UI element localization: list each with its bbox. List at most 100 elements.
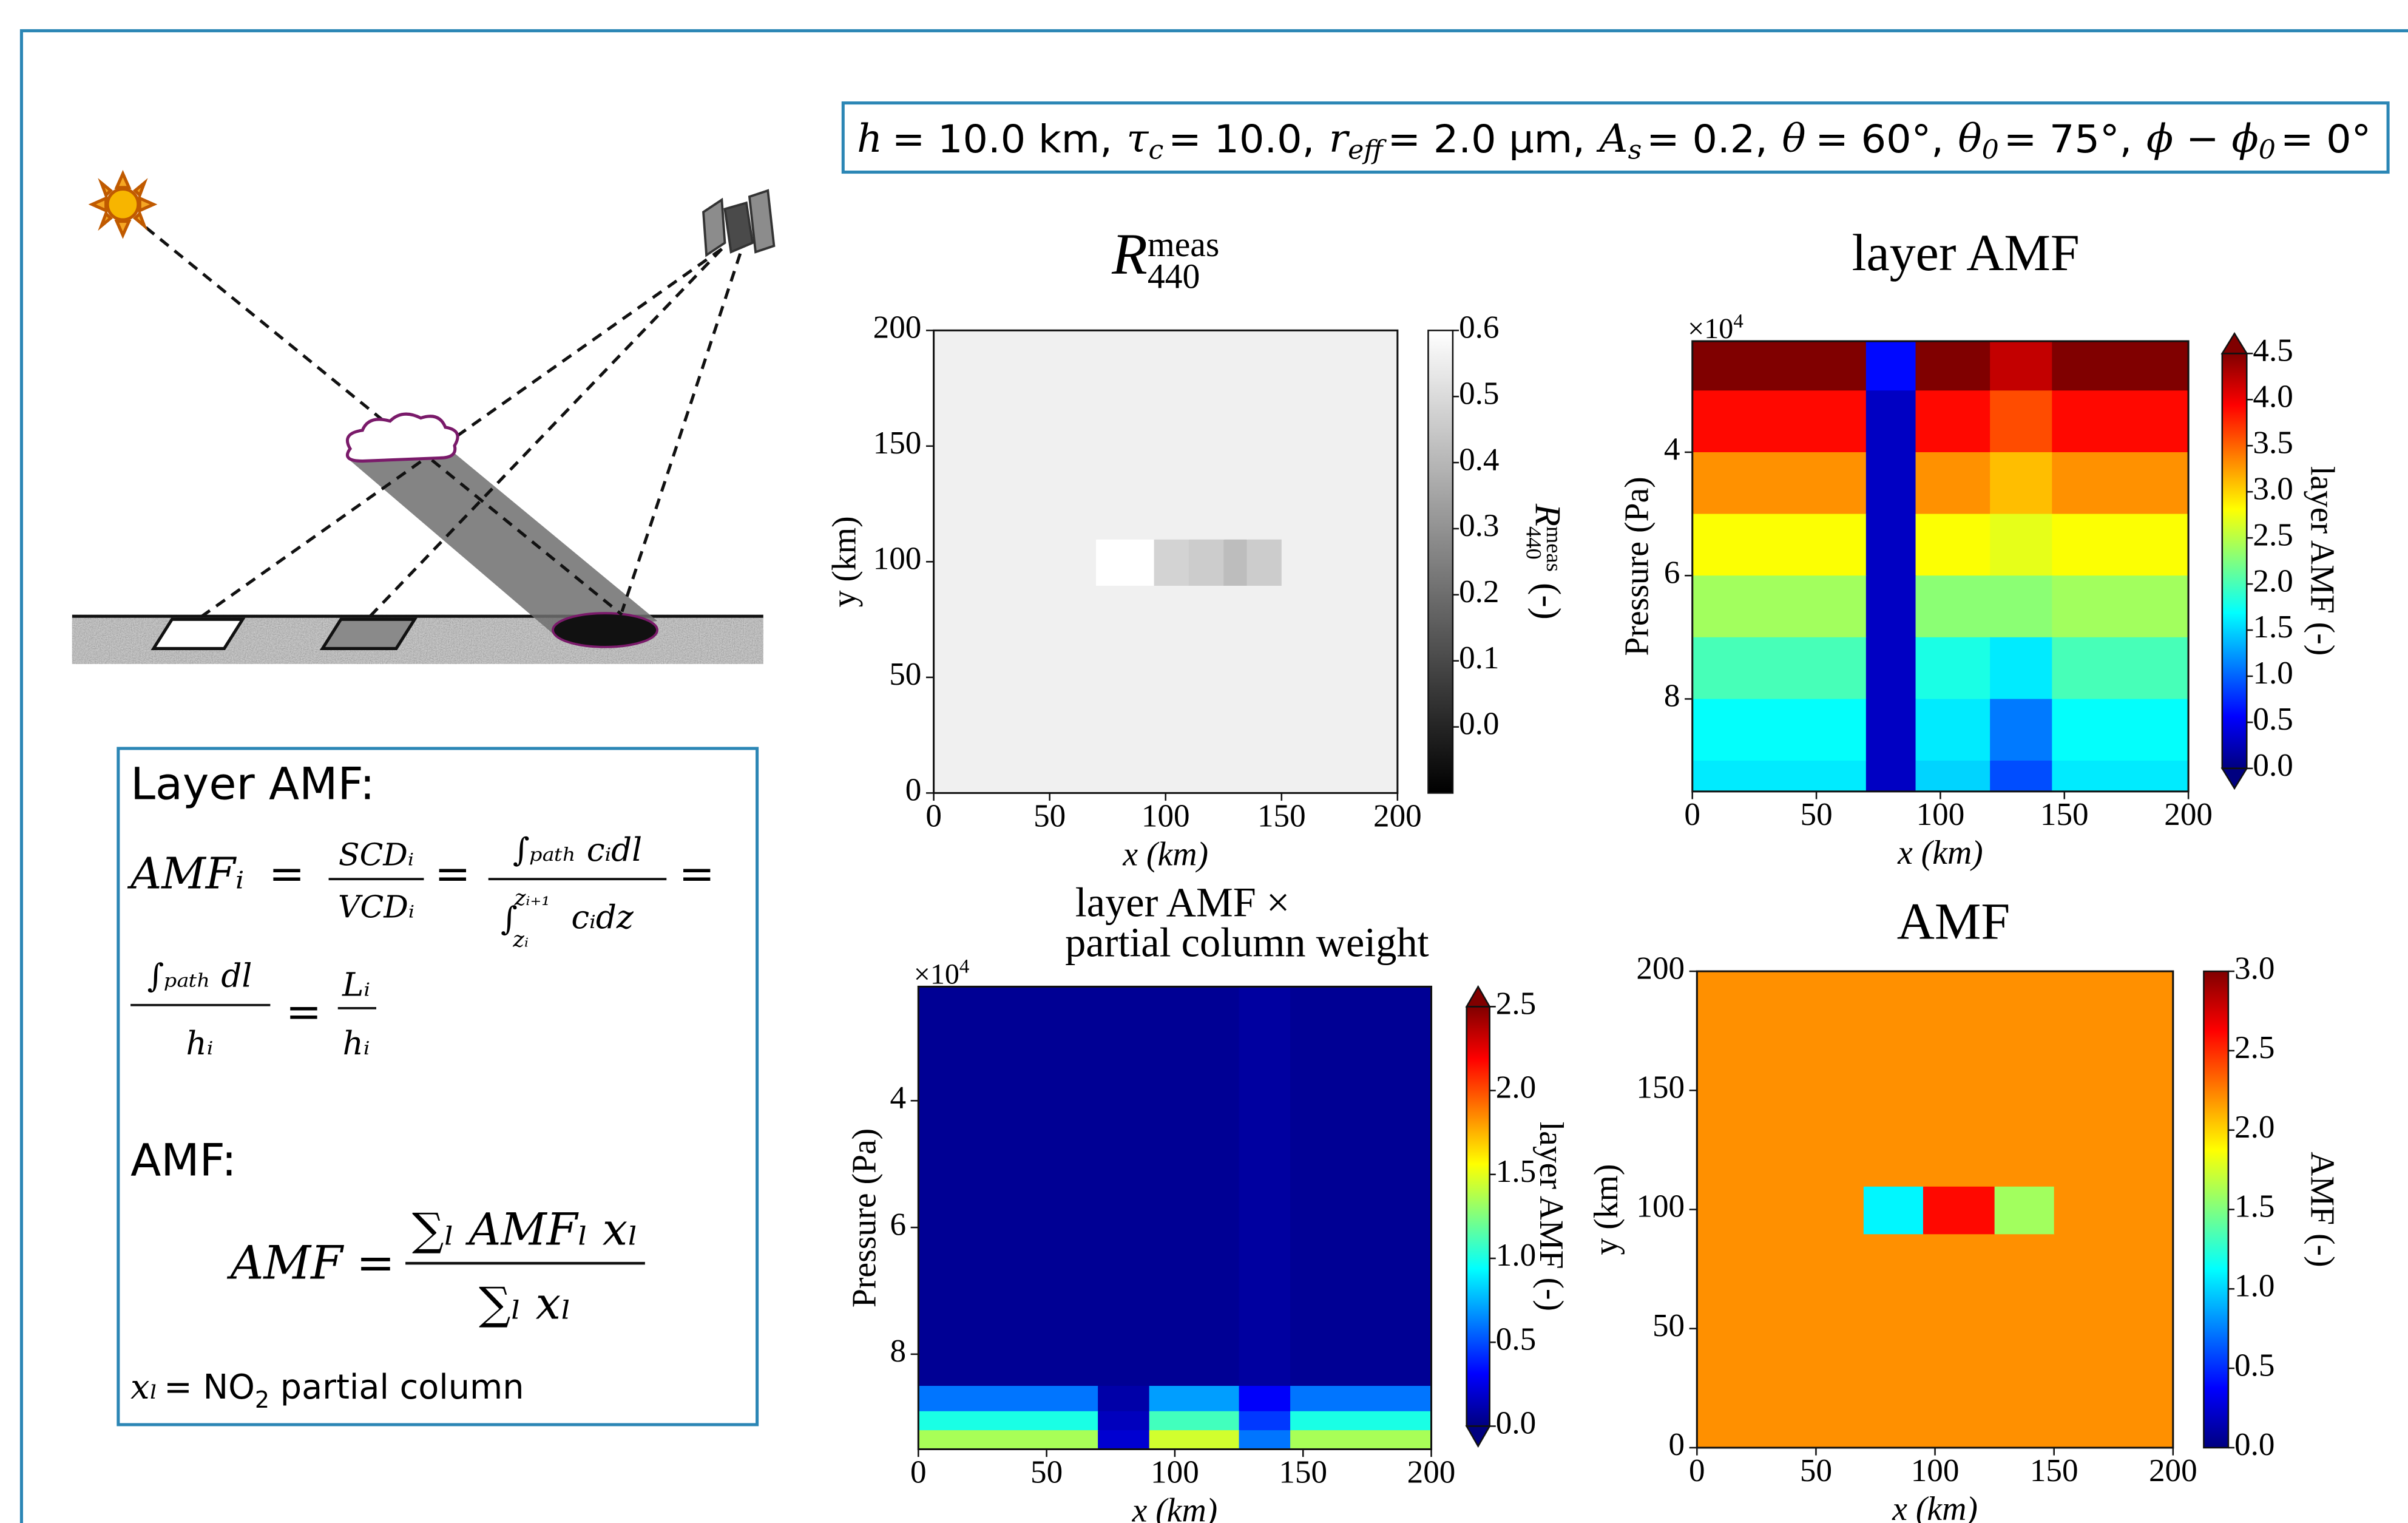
colorbar-tick-label: 1.5 [2234, 1189, 2274, 1224]
rich-sup: meas [1542, 526, 1566, 572]
offset-sup: 4 [959, 956, 969, 978]
formula-text: ∑ₗ AMFₗ xₗ [412, 1204, 638, 1256]
y-tick-label: 150 [1636, 1070, 1685, 1105]
heatmap-cell [1692, 761, 1867, 792]
parameter-value: = 10.0 km, [892, 116, 1112, 161]
heatmap-cell [1990, 575, 2053, 639]
x-tick-label: 50 [1030, 1455, 1063, 1490]
heatmap-cell [1098, 1386, 1151, 1413]
x-tick-label: 200 [1373, 799, 1422, 834]
colorbar-tick-label: 1.0 [1496, 1238, 1536, 1273]
y-tick-label: 150 [873, 426, 922, 461]
colorbar-tick-label: 0.5 [2253, 702, 2293, 737]
colorbar-tick-label: 2.5 [2234, 1030, 2274, 1065]
heatmap-cell [1915, 761, 1991, 792]
heatmap-cell [1923, 971, 1996, 1187]
x-tick-label: 200 [1407, 1455, 1456, 1490]
heatmap-cell [1692, 637, 1867, 700]
heatmap-cell [1223, 538, 1248, 586]
heatmap-cell [1915, 514, 1991, 577]
x-tick-label: 150 [1257, 799, 1306, 834]
heatmap-cell [1281, 585, 1398, 793]
y-tick-label: 0 [1669, 1427, 1685, 1462]
chart-title: layer AMF × [1075, 879, 1290, 925]
heatmap-cell [1154, 585, 1190, 793]
heatmap-cell [918, 1411, 1099, 1431]
parameter-value: = 10.0, [1168, 116, 1314, 161]
y-tick-label: 6 [890, 1207, 906, 1242]
sun-ray-icon [132, 178, 148, 198]
heatmap-cell [2052, 341, 2189, 392]
x-tick-label: 100 [1911, 1453, 1960, 1488]
x-tick-label: 0 [910, 1455, 927, 1490]
heatmap-cell [1915, 341, 1991, 392]
heatmap-cell [1149, 1430, 1240, 1450]
x-tick-label: 50 [1033, 799, 1066, 834]
formula-text: ∫ₚₐₜₕ cᵢdl [513, 831, 642, 869]
heatmap-cell [1697, 1185, 1865, 1235]
colorbar-label: layer AMF (-) [1532, 1122, 1570, 1311]
heatmap-cell [2054, 1185, 2173, 1235]
heatmap-cell [1923, 1185, 1996, 1235]
heatmap-cell [1692, 452, 1867, 515]
heatmap-cell [1863, 1233, 1924, 1448]
x-tick-label: 200 [2149, 1453, 2197, 1488]
heatmap-cell [1865, 637, 1917, 700]
heatmap-cell [1246, 330, 1283, 540]
note-text: partial column [269, 1368, 524, 1407]
y-tick-label: 4 [890, 1080, 906, 1116]
view-ray [620, 253, 742, 612]
formula-text: = [679, 848, 715, 898]
y-axis-label: Pressure (Pa) [846, 1128, 884, 1308]
parameter-symbol: r [1329, 115, 1350, 160]
heatmap-cell [1239, 986, 1291, 1387]
heatmap-cell [1098, 1430, 1151, 1450]
parameter-value: = 2.0 μm, [1388, 116, 1585, 161]
heatmap-cell [1990, 452, 2053, 515]
y-tick-label: 50 [889, 657, 921, 692]
heatmap-cell [1697, 971, 1865, 1187]
parameter-subscript: c [1149, 135, 1164, 166]
heatmap-cell [1290, 1430, 1432, 1450]
heatmap-cell [2052, 575, 2189, 639]
parameter-value: = 0° [2281, 116, 2371, 161]
colorbar-tick-label: 1.0 [2234, 1269, 2274, 1304]
cloud-shadow [552, 612, 658, 648]
satellite [702, 189, 776, 257]
heatmap-cell [1239, 1386, 1291, 1413]
geometry-diagram [72, 169, 776, 664]
colorbar-tick-label: 0.1 [1459, 640, 1499, 676]
x-tick-label: 100 [1141, 799, 1190, 834]
sun-ray-icon [98, 211, 113, 231]
note-sub: 2 [255, 1386, 269, 1413]
colorbar-tick-label: 0.0 [2234, 1427, 2274, 1462]
x-tick-label: 150 [1279, 1455, 1327, 1490]
x-axis-label: x (km) [1897, 834, 1983, 872]
x-tick-label: 0 [1684, 797, 1700, 832]
parameter-value: = 75°, [2004, 116, 2132, 161]
heatmap-cell [1865, 699, 1917, 762]
rich-unit: (-) [1527, 583, 1568, 620]
heatmap-cell [1149, 1386, 1240, 1413]
view-ray [367, 248, 723, 619]
parameter-symbol: τ [1126, 115, 1149, 160]
outer-border [19, 29, 2408, 1523]
y-axis-label: y (km) [826, 516, 864, 607]
colorbar-tick-label: 0.0 [2253, 748, 2293, 783]
parameter-symbol: θ [1782, 115, 1805, 160]
y-tick-label: 8 [1664, 679, 1680, 714]
formula-text: Lᵢ [342, 966, 370, 1004]
chart: 0 50 100 150 200 0 50 100 150 200 x (km) y (km) AMF 0… [1588, 892, 2341, 1523]
heatmap-cell [1188, 538, 1225, 586]
colorbar-extend [1465, 985, 1491, 1008]
heatmap-cell [1990, 637, 2053, 700]
chart-title: partial column weight [1065, 919, 1429, 965]
colorbar [2221, 353, 2248, 770]
heatmap-cell [1865, 390, 1917, 453]
heatmap-cell [1865, 341, 1917, 392]
colorbar-label: AMF (-) [2303, 1152, 2341, 1267]
y-tick-label: 50 [1652, 1308, 1685, 1343]
heatmap-cell [1246, 585, 1283, 793]
offset-text: ×104 [914, 956, 970, 991]
